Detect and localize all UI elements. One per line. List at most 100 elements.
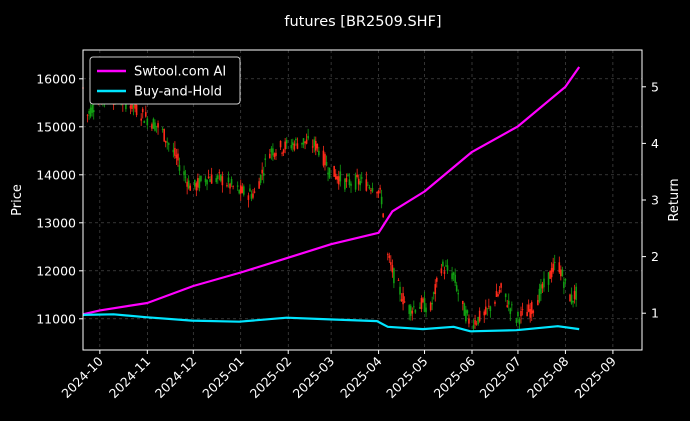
candle-body	[360, 177, 363, 179]
candle-body	[560, 269, 562, 277]
candle-body	[543, 278, 545, 288]
candle-body	[367, 184, 369, 186]
candle-body	[474, 320, 476, 325]
candle-body	[484, 306, 487, 315]
candle-body	[507, 300, 510, 305]
candle-body	[316, 143, 319, 149]
candle-body	[174, 147, 176, 156]
candle-body	[209, 179, 211, 182]
candle-body	[189, 185, 192, 191]
candle-body	[194, 179, 196, 187]
candle-body	[422, 298, 424, 302]
candle-body	[477, 316, 479, 325]
candle-body	[365, 179, 368, 191]
candle-body	[262, 173, 265, 176]
candle-body	[347, 174, 349, 176]
candle-body	[379, 187, 381, 190]
candle-body	[281, 152, 283, 154]
y-left-tick-label: 12000	[36, 263, 76, 278]
candle-body	[204, 178, 207, 183]
candle-body	[140, 118, 142, 121]
candle-body	[155, 125, 158, 127]
candle-body	[186, 181, 188, 187]
candle-body	[382, 213, 384, 218]
candle-body	[141, 108, 144, 113]
candle-body	[232, 186, 234, 188]
candle-body	[419, 306, 421, 309]
legend-box	[89, 56, 241, 105]
candle-body	[380, 196, 383, 205]
candle-body	[250, 194, 253, 199]
candle-body	[420, 298, 423, 310]
candle-body	[290, 145, 293, 149]
candle-body	[239, 185, 242, 194]
candle-body	[569, 294, 571, 302]
candle-body	[216, 175, 219, 180]
candle-body	[302, 138, 305, 145]
candle-body	[215, 178, 218, 183]
candle-body	[132, 105, 135, 108]
candle-body	[89, 107, 92, 117]
candle-body	[241, 186, 244, 193]
candle-body	[324, 154, 326, 165]
candle-body	[313, 139, 316, 147]
candle-body	[478, 310, 481, 322]
candle-body	[442, 261, 444, 267]
candle-body	[178, 165, 181, 171]
candle-body	[161, 128, 164, 130]
candle-body	[393, 268, 395, 284]
y-left-tick-label: 14000	[36, 167, 76, 182]
candle-body	[452, 272, 455, 276]
candle-body	[511, 304, 513, 306]
y-axis-right-label: Return	[667, 178, 682, 221]
candle-body	[500, 283, 502, 288]
candle-body	[537, 300, 539, 306]
candle-body	[195, 183, 198, 191]
candle-body	[558, 262, 561, 273]
candle-body	[307, 135, 309, 139]
candle-body	[504, 293, 507, 298]
candle-body	[475, 323, 478, 325]
candle-body	[284, 141, 286, 150]
return-lines	[82, 66, 581, 333]
candle-body	[183, 171, 185, 176]
candle-body	[345, 178, 348, 182]
candle-body	[206, 179, 208, 185]
candle-body	[370, 190, 372, 191]
candle-body	[434, 284, 437, 295]
candle-body	[144, 112, 147, 117]
candle-body	[197, 178, 199, 188]
candle-body	[163, 129, 165, 142]
candle-body	[238, 189, 241, 194]
candle-body	[457, 293, 460, 295]
candle-body	[146, 118, 149, 126]
candle-body	[390, 262, 392, 265]
candle-body	[311, 146, 314, 148]
candle-body	[411, 310, 414, 314]
legend-label-bh: Buy-and-Hold	[134, 85, 222, 100]
candle-body	[296, 143, 299, 149]
candle-body	[167, 143, 170, 145]
candle-body	[227, 177, 230, 183]
candle-body	[399, 286, 401, 295]
y-right-tick-label: 5	[651, 79, 659, 94]
candle-body	[465, 309, 467, 322]
candle-body	[377, 190, 380, 194]
candle-body	[334, 173, 337, 179]
candle-body	[336, 176, 339, 180]
candle-body	[164, 140, 167, 143]
candle-body	[435, 277, 438, 282]
candle-body	[292, 142, 294, 146]
candle-body	[279, 140, 282, 148]
candle-body	[440, 268, 443, 274]
candle-body	[295, 138, 297, 141]
candle-body	[425, 307, 427, 313]
candle-body	[328, 167, 331, 178]
y-left-tick-label: 15000	[36, 119, 76, 134]
candle-body	[318, 150, 320, 156]
candle-body	[495, 290, 498, 297]
candle-body	[184, 176, 187, 178]
candle-body	[530, 302, 533, 314]
candle-body	[538, 288, 541, 302]
